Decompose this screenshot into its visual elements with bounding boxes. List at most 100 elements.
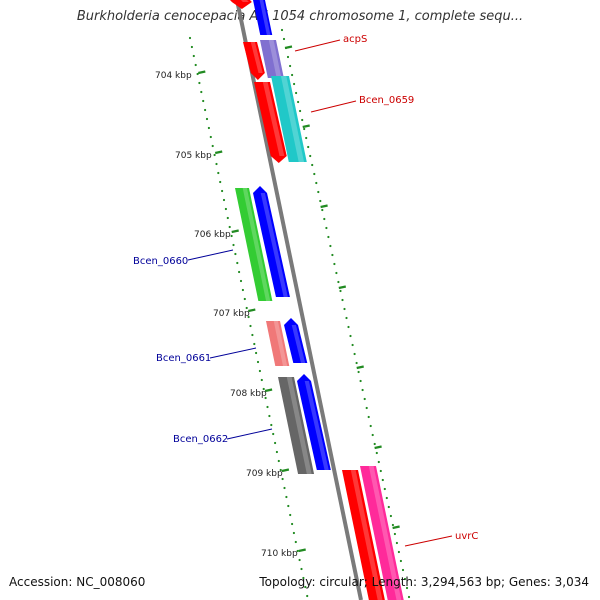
- scale-dot: [202, 99, 205, 103]
- gene-uvrC-highlight: [350, 470, 383, 600]
- callout-line-Bcen_0659: [310, 100, 357, 113]
- scale-dot: [303, 127, 306, 131]
- scale-dot: [200, 90, 203, 94]
- gene-top-red[interactable]: [230, 0, 252, 9]
- scale-dot: [302, 576, 305, 580]
- scale-dot: [217, 171, 220, 175]
- gene-label-Bcen_0659[interactable]: Bcen_0659: [359, 95, 414, 106]
- scale-dot: [345, 316, 348, 320]
- scale-dot: [300, 567, 303, 571]
- scale-dots-left: [188, 36, 309, 598]
- scale-dot: [383, 487, 386, 491]
- scale-dot: [209, 135, 212, 139]
- gene-callouts: acpS Bcen_0659 Bcen_0660 Bcen_0661 Bcen_…: [133, 34, 478, 547]
- scale-dot: [226, 216, 229, 220]
- scale-dot: [351, 343, 354, 347]
- gene-Bcen_0660[interactable]: [235, 188, 273, 301]
- scale-dot: [192, 54, 195, 58]
- gene-Bcen_0659[interactable]: [271, 76, 307, 162]
- callout-line-acpS: [294, 39, 341, 52]
- tick-label-709: 709 kbp: [246, 469, 283, 479]
- scale-dot: [283, 486, 286, 490]
- scale-dot: [213, 153, 216, 157]
- scale-dot: [339, 289, 342, 293]
- scale-dot: [387, 505, 390, 509]
- chromosome-backbone: [235, 0, 363, 600]
- scale-dot: [234, 252, 237, 256]
- scale-dot: [222, 198, 226, 202]
- tick-label-704: 704 kbp: [155, 71, 192, 81]
- scale-dot: [331, 253, 334, 257]
- major-tick: [281, 468, 290, 473]
- scale-dot: [219, 180, 222, 184]
- scale-dot: [266, 405, 269, 409]
- gene-acpS-purple[interactable]: [260, 40, 284, 78]
- callout-line-Bcen_0662: [226, 428, 273, 440]
- major-tick: [392, 525, 400, 530]
- gene-Bcen_0662-blue[interactable]: [297, 374, 331, 470]
- major-tick: [374, 445, 382, 450]
- scale-dot: [373, 442, 376, 446]
- scale-dot: [377, 460, 380, 464]
- gene-Bcen_0660-blue-highlight: [260, 193, 288, 297]
- major-tick: [302, 124, 310, 129]
- scale-dot: [239, 279, 243, 283]
- gene-Bcen_0662-highlight: [286, 377, 312, 474]
- scale-dot: [255, 351, 258, 355]
- major-tick: [264, 388, 273, 393]
- gene-Bcen_0661-blue[interactable]: [284, 318, 308, 363]
- gene-track[interactable]: [230, 0, 404, 600]
- gene-Bcen_0659-red[interactable]: [254, 82, 287, 163]
- gene-acpS[interactable]: [243, 42, 265, 80]
- gene-label-uvrC[interactable]: uvrC: [455, 531, 478, 542]
- scale-dot: [391, 523, 394, 527]
- gene-Bcen_0662[interactable]: [278, 377, 315, 474]
- scale-dot: [249, 324, 252, 328]
- tick-label-708: 708 kbp: [230, 389, 267, 399]
- gene-Bcen_0660-blue[interactable]: [253, 186, 290, 297]
- scale-dot: [262, 387, 265, 391]
- scale-dot: [343, 307, 346, 311]
- gene-label-acpS[interactable]: acpS: [343, 34, 367, 45]
- scale-dot: [211, 144, 214, 148]
- gene-Bcen_0659-highlight: [280, 76, 305, 162]
- scale-dot: [238, 270, 241, 274]
- gene-uvrC-magenta[interactable]: [360, 466, 404, 600]
- gene-uvrC-magenta-highlight: [368, 466, 402, 600]
- scale-dot: [361, 388, 364, 392]
- scale-dot: [311, 163, 314, 167]
- scale-dot: [371, 433, 374, 437]
- scale-dot: [304, 585, 307, 589]
- scale-dot: [357, 370, 360, 374]
- gene-uvrC[interactable]: [342, 470, 385, 600]
- major-tick: [214, 150, 223, 155]
- topology-stats: Topology: circular; Length: 3,294,563 bp…: [259, 575, 589, 589]
- scale-dot: [325, 226, 328, 230]
- gene-label-Bcen_0660[interactable]: Bcen_0660: [133, 256, 188, 267]
- scale-dot: [393, 532, 396, 536]
- scale-dot: [335, 271, 338, 275]
- tick-label-705: 705 kbp: [175, 151, 212, 161]
- scale-dot: [333, 262, 336, 266]
- gene-Bcen_0661[interactable]: [266, 321, 290, 366]
- scale-dot: [403, 577, 407, 581]
- scale-dot: [291, 73, 294, 77]
- gene-label-Bcen_0661[interactable]: Bcen_0661: [156, 353, 211, 364]
- scale-dot: [194, 63, 197, 67]
- scale-dot: [291, 522, 294, 526]
- gene-top-blue[interactable]: [253, 0, 273, 35]
- scale-dot: [274, 441, 277, 445]
- scale-dot: [401, 568, 405, 572]
- scale-dot: [228, 225, 231, 229]
- gene-label-Bcen_0662[interactable]: Bcen_0662: [173, 434, 228, 445]
- gene-top-blue-highlight: [259, 0, 271, 35]
- scale-dot: [307, 145, 310, 149]
- scale-dot: [251, 333, 254, 337]
- gene-Bcen_0662-blue-highlight: [304, 381, 329, 470]
- tick-label-706: 706 kbp: [194, 230, 231, 240]
- tick-label-707: 707 kbp: [213, 309, 250, 319]
- scale-dot: [287, 504, 290, 508]
- major-tick: [248, 308, 256, 313]
- callout-line-uvrC: [404, 535, 453, 547]
